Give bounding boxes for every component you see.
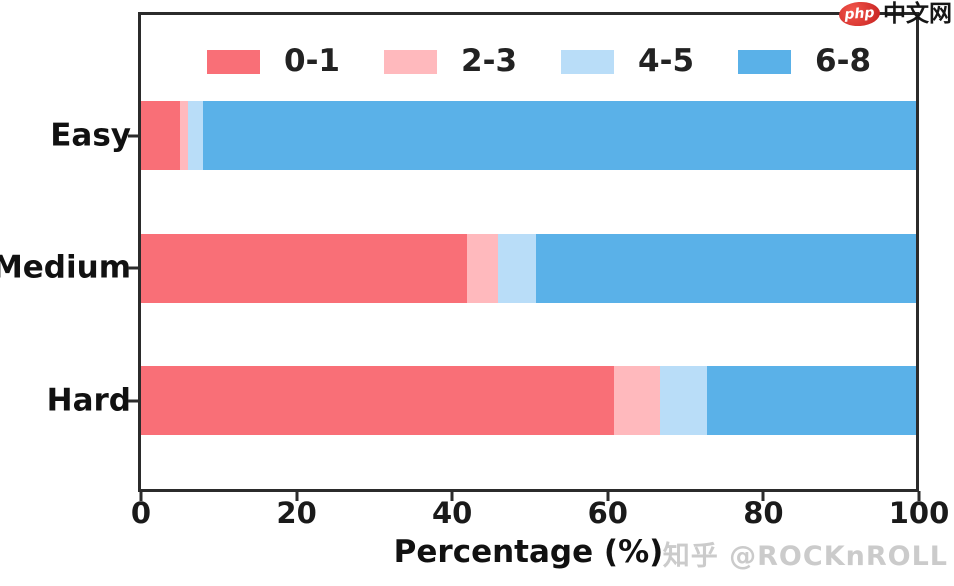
bar-segment [141, 366, 614, 435]
legend-item: 0-1 [207, 46, 340, 77]
bar-segment [660, 366, 707, 435]
plot-area: 0-1 2-3 4-5 6-8 [138, 12, 919, 492]
php-logo-text: php [843, 4, 876, 24]
x-axis-title: Percentage (%) [393, 534, 664, 570]
x-tick-label: 100 [888, 496, 950, 530]
bar-segment [466, 233, 498, 303]
bar-segment [497, 233, 537, 303]
legend-swatch [738, 49, 792, 74]
bar-segment [187, 101, 203, 170]
bar-segment [613, 366, 661, 435]
bar-row [141, 233, 916, 303]
x-tick-mark [606, 491, 610, 501]
bar-segment [179, 101, 188, 170]
legend-label: 6-8 [815, 43, 872, 79]
bar-segment [141, 233, 467, 303]
site-watermark: php 中文网 [838, 0, 952, 28]
bar-row [141, 101, 916, 170]
x-tick-mark [450, 491, 454, 501]
legend-label: 4-5 [638, 43, 695, 79]
legend-swatch [384, 49, 438, 74]
legend-label: 0-1 [284, 43, 341, 79]
legend-swatch [561, 49, 615, 74]
x-tick-mark [139, 491, 143, 501]
x-tick-label: 20 [276, 496, 317, 530]
x-tick-label: 60 [587, 496, 628, 530]
php-logo-icon: php [838, 0, 881, 28]
x-tick-label: 80 [743, 496, 784, 530]
bars-container [141, 15, 916, 489]
bar-row [141, 366, 916, 435]
bar-segment [536, 233, 916, 303]
site-watermark-text: 中文网 [883, 0, 952, 27]
x-tick-mark [295, 491, 299, 501]
category-label: Medium [0, 249, 131, 286]
x-tick-label: 0 [130, 496, 152, 530]
bar-segment [141, 101, 180, 170]
category-label: Easy [50, 117, 131, 153]
legend: 0-1 2-3 4-5 6-8 [207, 46, 871, 77]
y-tick-mark [128, 134, 138, 137]
category-label: Hard [46, 382, 131, 418]
x-tick-mark [761, 491, 765, 501]
bar-segment [203, 101, 916, 170]
x-tick-label: 40 [432, 496, 473, 530]
x-tick-mark [917, 491, 921, 501]
y-tick-mark [128, 399, 138, 402]
author-watermark: 知乎 @ROCKnROLL [662, 541, 948, 572]
legend-label: 2-3 [461, 43, 518, 79]
y-tick-mark [128, 266, 138, 270]
bar-segment [706, 366, 916, 435]
legend-item: 2-3 [384, 46, 517, 77]
legend-item: 6-8 [738, 46, 871, 77]
legend-swatch [207, 49, 260, 74]
legend-item: 4-5 [561, 46, 694, 77]
